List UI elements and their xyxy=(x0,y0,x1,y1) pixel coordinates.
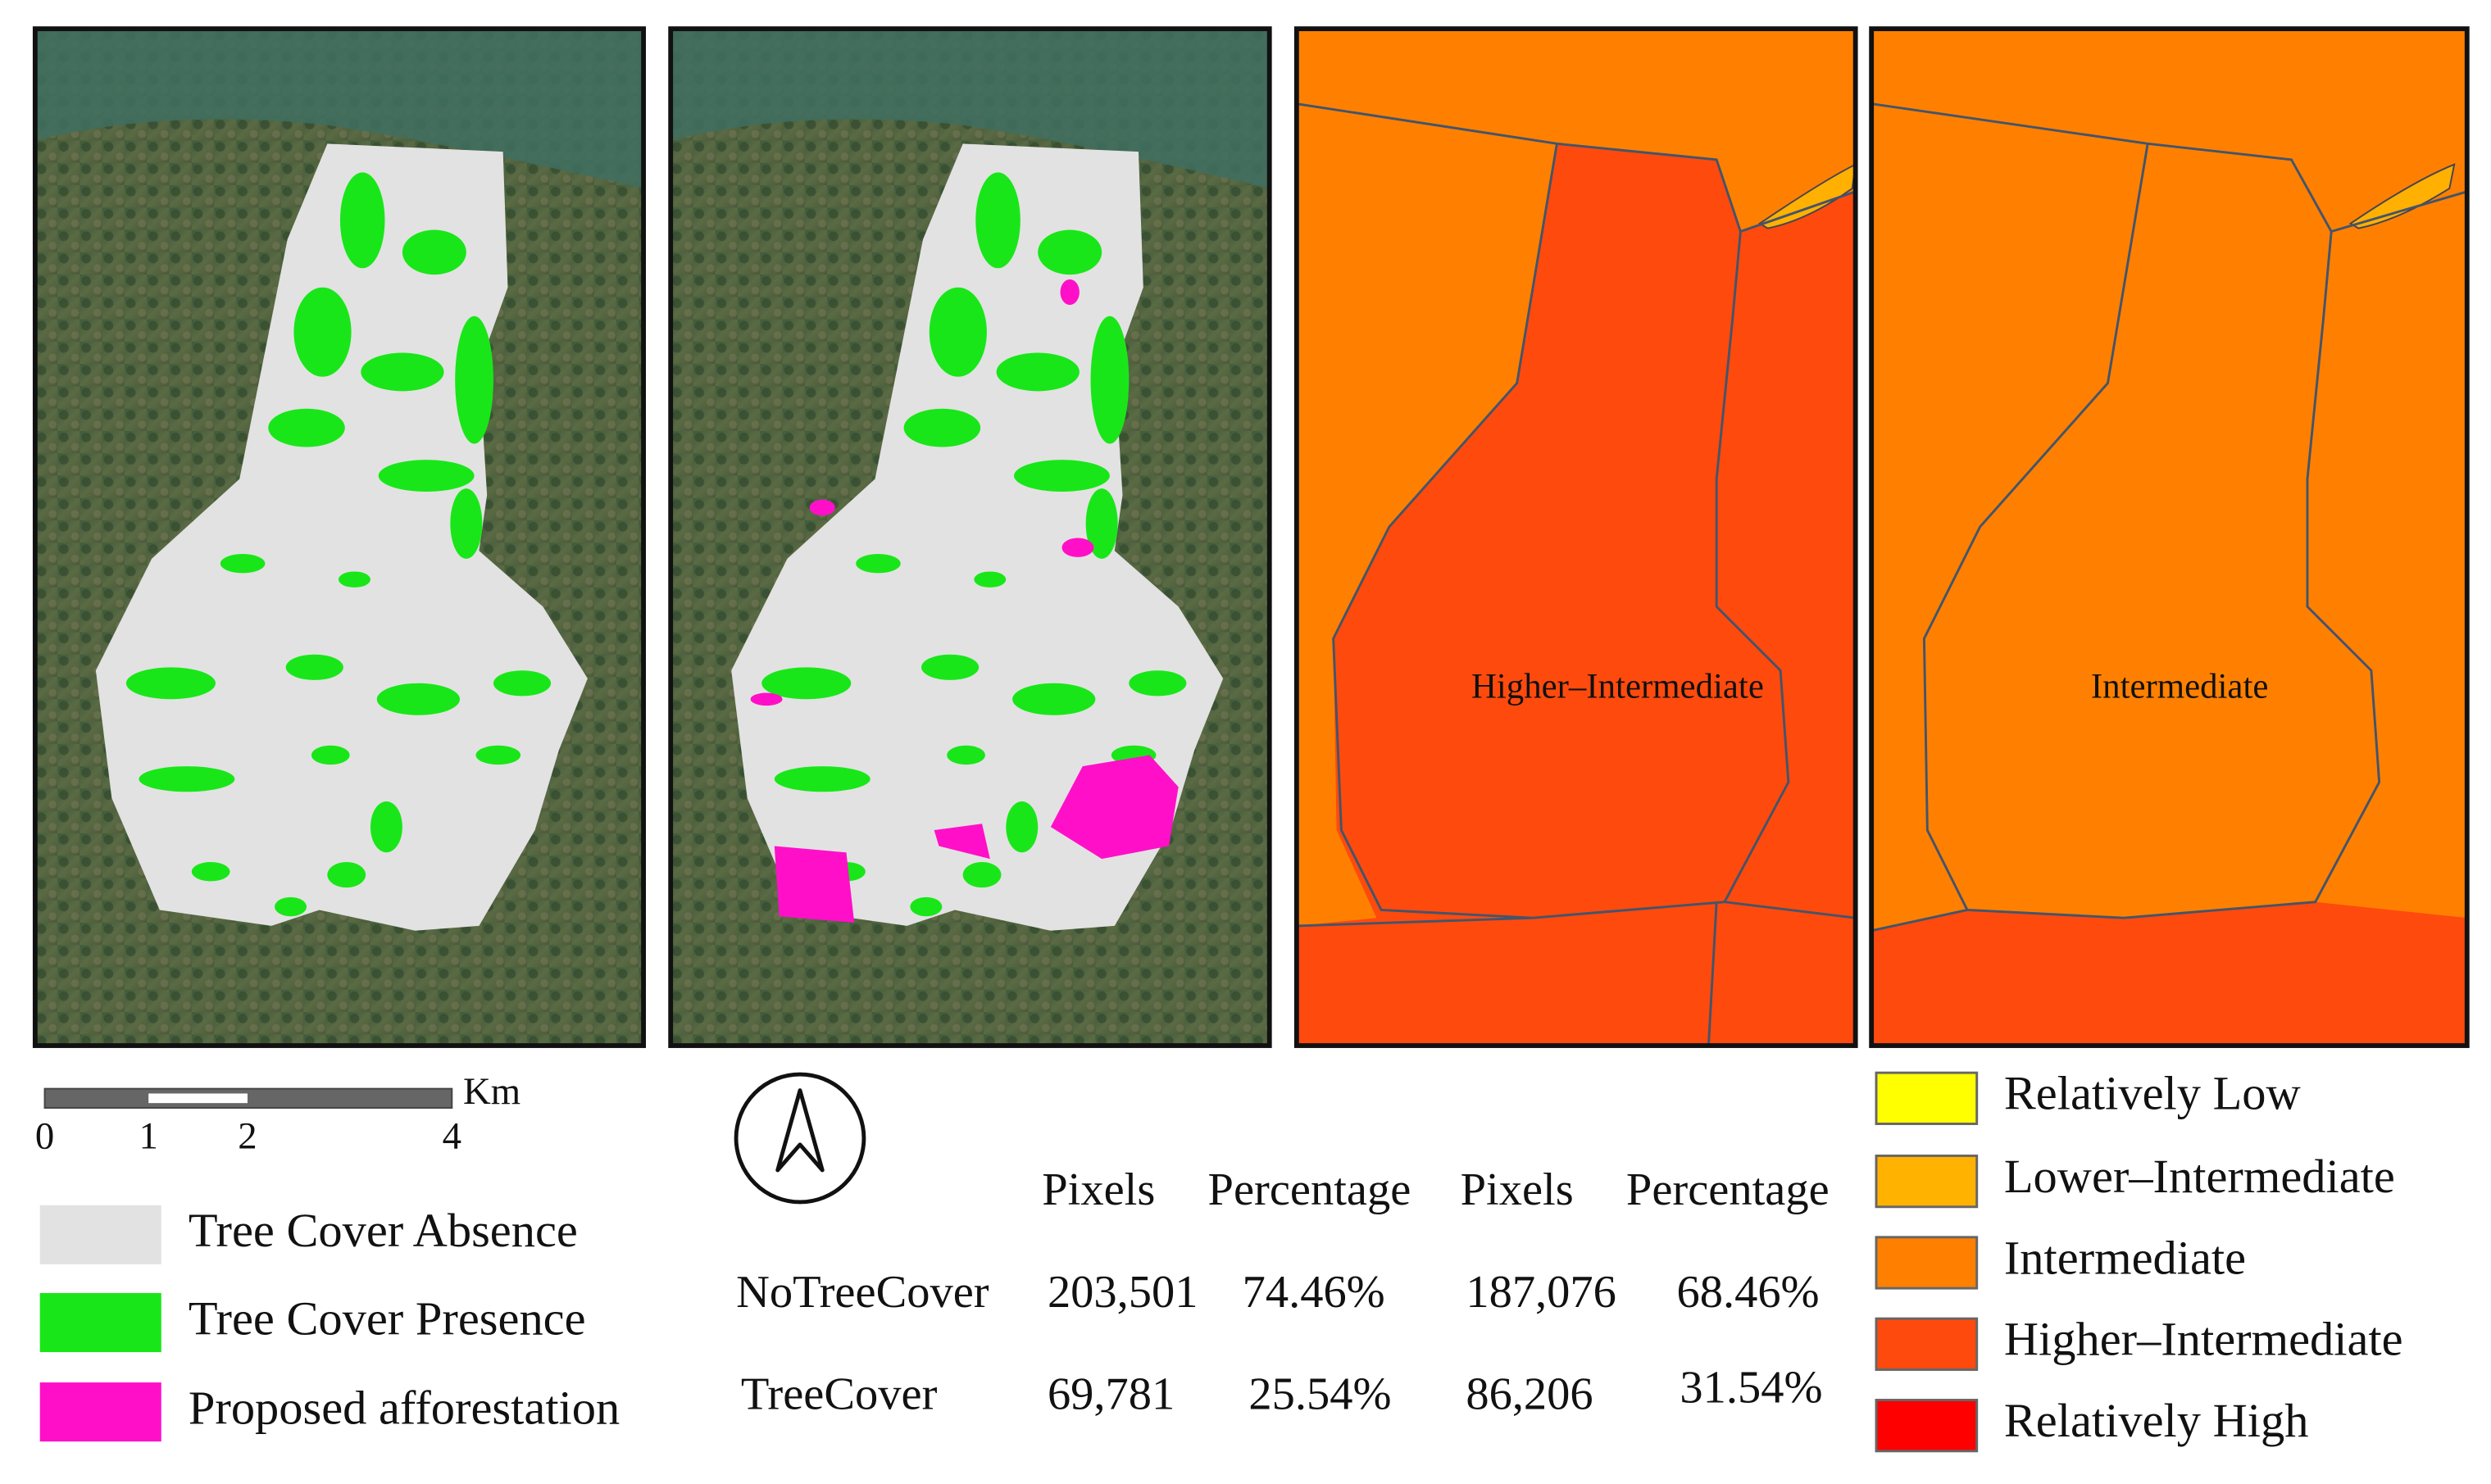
legend-swatch xyxy=(1875,1317,1979,1371)
scale-tick-label: 2 xyxy=(238,1115,257,1158)
legend-label: Tree Cover Presence xyxy=(189,1291,586,1345)
table-header: Percentage xyxy=(1208,1164,1411,1215)
table-cell: 74.46% xyxy=(1243,1267,1385,1318)
legend-label: Proposed afforestation xyxy=(189,1381,620,1434)
table-cell: NoTreeCover xyxy=(736,1267,989,1318)
table-cell: 68.46% xyxy=(1676,1267,1819,1318)
table-cell: TreeCover xyxy=(741,1369,938,1420)
legend-label: Relatively High xyxy=(2004,1394,2309,1447)
legend-swatch xyxy=(1875,1399,1979,1453)
table-cell: 86,206 xyxy=(1466,1369,1593,1420)
scale-bar: Km 0 1 2 4 xyxy=(35,1070,520,1158)
table-cell: 69,781 xyxy=(1048,1369,1175,1420)
map-panel xyxy=(668,26,1272,1048)
cover-legend: Tree Cover Absence Tree Cover Presence P… xyxy=(39,1204,620,1442)
legend-swatch xyxy=(1875,1236,1979,1290)
table-cell: 203,501 xyxy=(1048,1267,1198,1318)
table-header: Pixels xyxy=(1042,1164,1155,1215)
legend-label: Lower–Intermediate xyxy=(2004,1150,2395,1203)
legend-swatch xyxy=(39,1205,161,1264)
legend-label: Intermediate xyxy=(2004,1231,2246,1284)
scale-unit: Km xyxy=(463,1070,520,1113)
table-cell: 187,076 xyxy=(1466,1267,1616,1318)
map-label: Intermediate xyxy=(2091,667,2268,706)
class-legend: Relatively Low Lower–Intermediate Interm… xyxy=(1875,1067,2403,1453)
legend-swatch xyxy=(39,1382,161,1442)
scale-tick-label: 1 xyxy=(139,1115,157,1158)
map-panel xyxy=(32,26,646,1048)
scale-tick-label: 0 xyxy=(35,1115,54,1158)
map-panel: Intermediate xyxy=(1869,26,2470,1048)
table-cell: 31.54% xyxy=(1680,1363,1822,1414)
legend-swatch xyxy=(1875,1154,1979,1209)
map-label: Higher–Intermediate xyxy=(1471,667,1764,706)
scale-tick-label: 4 xyxy=(443,1115,461,1158)
legend-swatch xyxy=(1875,1071,1979,1125)
map-panel: Higher–Intermediate xyxy=(1293,26,1858,1048)
table-header: Pixels xyxy=(1461,1164,1574,1215)
table: Pixels Percentage Pixels Percentage NoTr… xyxy=(736,1164,1830,1419)
table-header: Percentage xyxy=(1626,1164,1830,1215)
legend-label: Tree Cover Absence xyxy=(189,1204,578,1257)
table-cell: 25.54% xyxy=(1248,1369,1391,1420)
north-arrow xyxy=(734,1072,866,1205)
legend-label: Higher–Intermediate xyxy=(2004,1313,2403,1366)
legend-label: Relatively Low xyxy=(2004,1067,2301,1120)
legend-swatch xyxy=(39,1292,161,1353)
